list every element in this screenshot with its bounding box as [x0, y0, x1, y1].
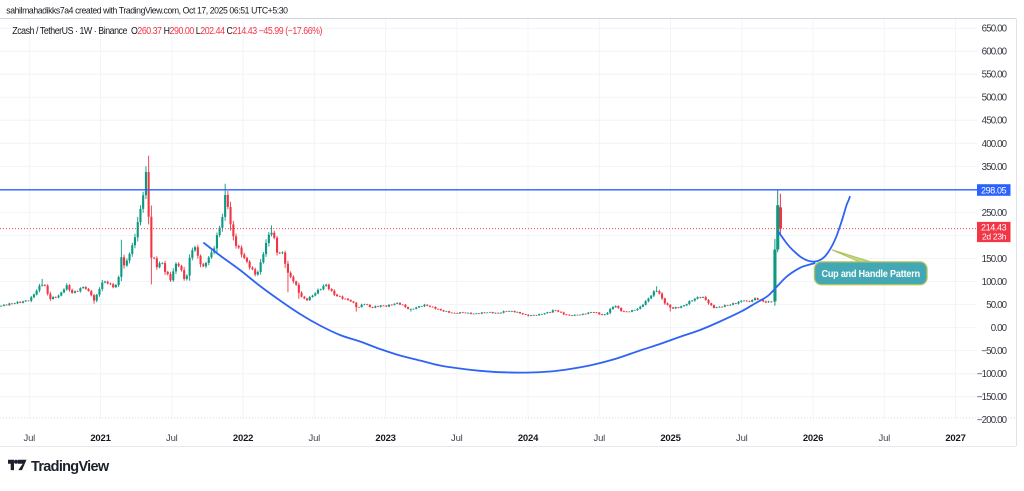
svg-text:2021: 2021	[90, 433, 111, 444]
svg-text:Jul: Jul	[24, 433, 36, 444]
svg-text:Zcash / TetherUS · 1W · Binanc: Zcash / TetherUS · 1W · Binance O260.37 …	[12, 25, 322, 36]
svg-text:350.00: 350.00	[982, 162, 1008, 173]
svg-text:Jul: Jul	[594, 433, 606, 444]
svg-text:2d 23h: 2d 23h	[982, 232, 1007, 242]
svg-text:−100.00: −100.00	[977, 369, 1008, 380]
svg-text:550.00: 550.00	[982, 70, 1008, 81]
svg-text:−150.00: −150.00	[977, 392, 1008, 403]
svg-text:Jul: Jul	[309, 433, 321, 444]
svg-text:500.00: 500.00	[982, 93, 1008, 104]
svg-text:50.00: 50.00	[986, 300, 1007, 311]
svg-text:214.43: 214.43	[981, 223, 1007, 233]
svg-text:2023: 2023	[375, 433, 395, 444]
svg-text:0.00: 0.00	[991, 323, 1008, 334]
svg-text:600.00: 600.00	[982, 47, 1008, 58]
svg-text:Jul: Jul	[879, 433, 891, 444]
svg-text:100.00: 100.00	[982, 277, 1008, 288]
svg-text:450.00: 450.00	[982, 116, 1008, 127]
svg-text:150.00: 150.00	[982, 254, 1008, 265]
svg-text:2022: 2022	[233, 433, 253, 444]
svg-text:2026: 2026	[803, 433, 823, 444]
svg-text:−50.00: −50.00	[981, 346, 1007, 357]
svg-text:Jul: Jul	[736, 433, 748, 444]
svg-text:−200.00: −200.00	[977, 415, 1008, 426]
svg-text:2024: 2024	[518, 433, 539, 444]
svg-text:650.00: 650.00	[982, 24, 1008, 35]
svg-text:Cup and Handle Pattern: Cup and Handle Pattern	[821, 269, 920, 281]
svg-text:2025: 2025	[660, 433, 681, 444]
svg-text:400.00: 400.00	[982, 139, 1008, 150]
svg-text:Jul: Jul	[451, 433, 463, 444]
svg-text:TradingView: TradingView	[31, 459, 110, 475]
svg-text:2027: 2027	[945, 433, 965, 444]
svg-text:Jul: Jul	[166, 433, 178, 444]
svg-text:298.05: 298.05	[981, 185, 1007, 195]
svg-text:sahilmahadikks7a4 created with: sahilmahadikks7a4 created with TradingVi…	[6, 5, 288, 15]
svg-text:250.00: 250.00	[982, 208, 1008, 219]
